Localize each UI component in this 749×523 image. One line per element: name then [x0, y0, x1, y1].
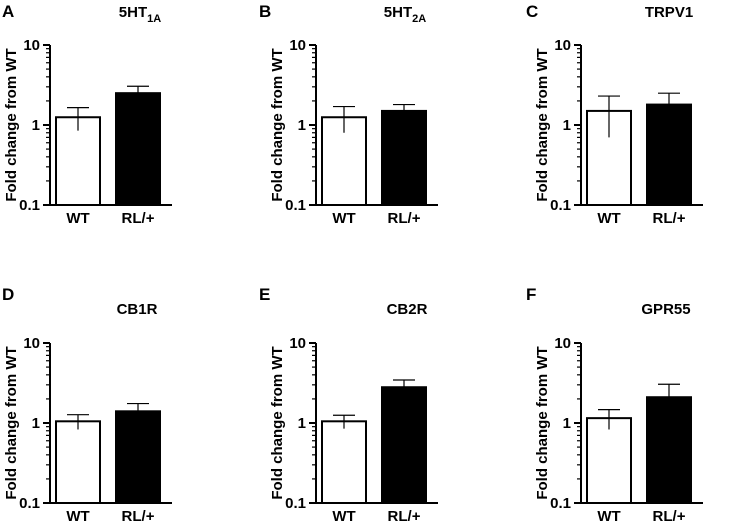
- y-tick-label: 1: [298, 117, 306, 134]
- chart-title-main: 5HT: [119, 4, 147, 21]
- y-tick-label: 10: [289, 335, 306, 352]
- panel-letter: A: [2, 2, 14, 21]
- x-tick-label: RL/+: [122, 210, 155, 227]
- bar-wt: [55, 420, 101, 505]
- chart-panel-c: C TRPV1 Fold change from WT WT RL/+ 0.1 1 10: [526, 2, 703, 227]
- chart-panel-f: F GPR55 Fold change from WT WT RL/+ 0.1 1 10: [526, 285, 703, 523]
- x-tick-label: WT: [66, 508, 89, 523]
- x-tick-label: WT: [597, 210, 620, 227]
- x-tick-label: RL/+: [653, 508, 686, 523]
- x-tick-label: WT: [332, 508, 355, 523]
- y-tick-label: 10: [289, 37, 306, 54]
- y-tick-label: 0.1: [19, 495, 40, 512]
- y-tick-label: 0.1: [550, 495, 571, 512]
- panel-letter: C: [526, 2, 538, 21]
- chart-title: TRPV1: [645, 4, 693, 21]
- y-axis-label: Fold change from WT: [3, 346, 20, 499]
- y-axis-label: Fold change from WT: [269, 48, 286, 201]
- chart-title: CB1R: [117, 301, 158, 318]
- bar-rl: [115, 410, 161, 504]
- chart-title-main: TRPV1: [645, 4, 693, 21]
- y-tick-label: 0.1: [285, 495, 306, 512]
- chart-title-main: GPR55: [641, 301, 690, 318]
- bar-rl: [646, 103, 692, 206]
- chart-title: GPR55: [641, 301, 690, 318]
- x-tick-label: RL/+: [122, 508, 155, 523]
- chart-title: CB2R: [387, 301, 428, 318]
- bar-rl: [381, 386, 427, 504]
- y-tick-label: 0.1: [19, 197, 40, 214]
- y-axis-label: Fold change from WT: [269, 346, 286, 499]
- bar-wt: [55, 116, 101, 206]
- bar-rl: [115, 92, 161, 206]
- y-axis-label: Fold change from WT: [534, 48, 551, 201]
- y-tick-label: 1: [298, 415, 306, 432]
- chart-panel-d: D CB1R Fold change from WT WT RL/+ 0.1 1 10: [2, 285, 172, 523]
- y-axis-label: Fold change from WT: [534, 346, 551, 499]
- panel-letter: D: [2, 285, 14, 304]
- bar-rl: [646, 396, 692, 504]
- bar-rl: [381, 109, 427, 206]
- chart-title-main: 5HT: [384, 4, 412, 21]
- y-tick-label: 10: [23, 335, 40, 352]
- x-tick-label: WT: [332, 210, 355, 227]
- x-tick-label: RL/+: [653, 210, 686, 227]
- bar-wt: [321, 420, 367, 505]
- panel-letter: F: [526, 285, 536, 304]
- y-tick-label: 10: [23, 37, 40, 54]
- panel-letter: E: [259, 285, 270, 304]
- x-tick-label: WT: [597, 508, 620, 523]
- chart-panel-a: A 5HT1A Fold change from WT WT RL/+ 0.1 1 10: [2, 2, 172, 227]
- x-tick-label: RL/+: [388, 210, 421, 227]
- chart-title-main: CB1R: [117, 301, 158, 318]
- y-axis-label: Fold change from WT: [3, 48, 20, 201]
- bar-wt: [586, 417, 632, 504]
- chart-title-subscript: 1A: [147, 13, 161, 25]
- x-tick-label: RL/+: [388, 508, 421, 523]
- y-tick-label: 10: [554, 37, 571, 54]
- chart-panel-b: B 5HT2A Fold change from WT WT RL/+ 0.1 1 10: [259, 2, 438, 227]
- chart-title-subscript: 2A: [412, 13, 426, 25]
- chart-title: 5HT2A: [384, 4, 426, 25]
- y-tick-label: 1: [563, 415, 571, 432]
- y-tick-label: 10: [554, 335, 571, 352]
- chart-title-main: CB2R: [387, 301, 428, 318]
- y-tick-label: 0.1: [550, 197, 571, 214]
- y-tick-label: 1: [563, 117, 571, 134]
- panel-letter: B: [259, 2, 271, 21]
- y-tick-label: 1: [32, 415, 40, 432]
- chart-title: 5HT1A: [119, 4, 161, 25]
- x-tick-label: WT: [66, 210, 89, 227]
- y-tick-label: 1: [32, 117, 40, 134]
- y-tick-label: 0.1: [285, 197, 306, 214]
- chart-panel-e: E CB2R Fold change from WT WT RL/+ 0.1 1 10: [259, 285, 438, 523]
